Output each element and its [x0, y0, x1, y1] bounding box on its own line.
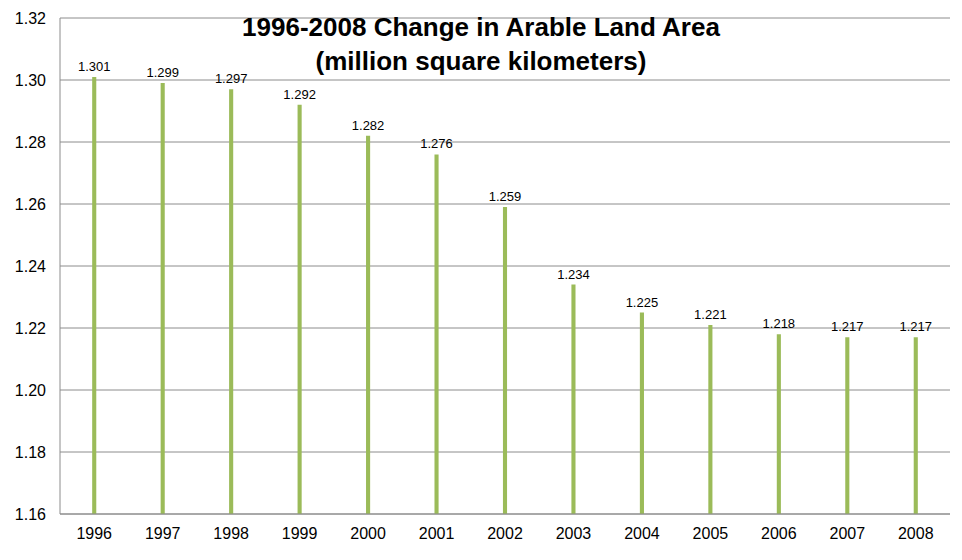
svg-text:1.18: 1.18 [15, 444, 46, 461]
svg-text:1999: 1999 [282, 525, 318, 542]
svg-text:1.22: 1.22 [15, 320, 46, 337]
svg-text:2003: 2003 [556, 525, 592, 542]
svg-text:2004: 2004 [624, 525, 660, 542]
svg-text:1.28: 1.28 [15, 134, 46, 151]
html-text:(million square kilometers): (million square kilometers) [315, 46, 647, 76]
svg-text:1.299: 1.299 [146, 65, 179, 80]
svg-text:1.301: 1.301 [78, 59, 111, 74]
svg-text:1.26: 1.26 [15, 196, 46, 213]
svg-text:1998: 1998 [213, 525, 249, 542]
svg-text:1.276: 1.276 [420, 136, 453, 151]
svg-text:1.282: 1.282 [352, 118, 385, 133]
svg-text:1.259: 1.259 [489, 189, 522, 204]
svg-text:2000: 2000 [350, 525, 386, 542]
svg-text:1996: 1996 [76, 525, 112, 542]
svg-text:1.234: 1.234 [557, 267, 590, 282]
svg-text:2007: 2007 [830, 525, 866, 542]
svg-text:1.221: 1.221 [694, 307, 727, 322]
svg-text:1.297: 1.297 [215, 71, 248, 86]
svg-text:2001: 2001 [419, 525, 455, 542]
svg-text:1.32: 1.32 [15, 10, 46, 27]
svg-text:1.20: 1.20 [15, 382, 46, 399]
svg-text:1.16: 1.16 [15, 506, 46, 523]
svg-text:1997: 1997 [145, 525, 181, 542]
svg-text:1.225: 1.225 [626, 295, 659, 310]
svg-text:1.292: 1.292 [283, 87, 316, 102]
svg-text:1.217: 1.217 [899, 319, 932, 334]
svg-text:1.218: 1.218 [763, 316, 796, 331]
svg-text:2006: 2006 [761, 525, 797, 542]
svg-text:1.24: 1.24 [15, 258, 46, 275]
svg-text:2002: 2002 [487, 525, 523, 542]
svg-text:1.217: 1.217 [831, 319, 864, 334]
html-text:1996-2008 Change in Arable Lan: 1996-2008 Change in Arable Land Area [242, 12, 720, 42]
svg-text:2005: 2005 [693, 525, 729, 542]
svg-text:2008: 2008 [898, 525, 934, 542]
svg-text:1.30: 1.30 [15, 72, 46, 89]
